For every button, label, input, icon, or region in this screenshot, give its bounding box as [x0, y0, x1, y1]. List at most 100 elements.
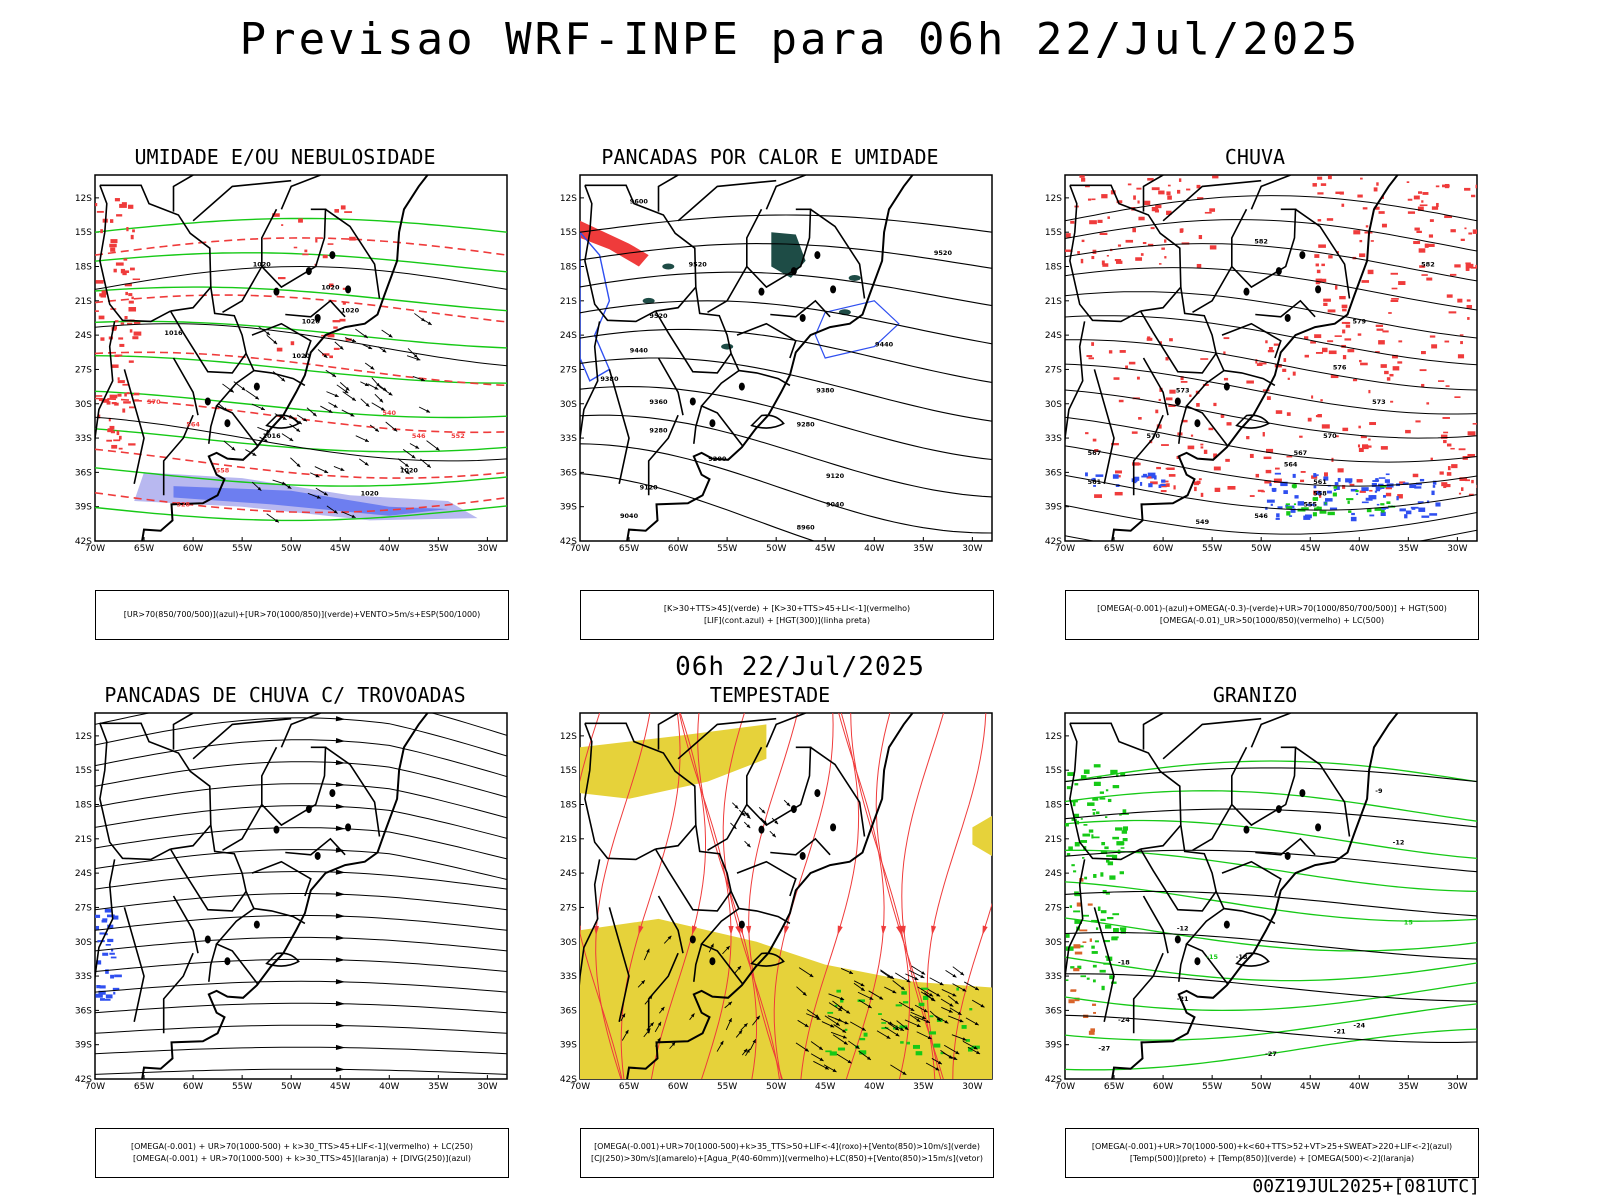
red-patch [1342, 427, 1349, 432]
red-patch [1204, 211, 1212, 214]
omega-blue-patch [1093, 484, 1096, 487]
red-patch [124, 392, 127, 397]
wind-vector-head [241, 386, 246, 391]
omega-blue-patch [1337, 477, 1341, 482]
red-patch [1080, 258, 1084, 264]
red-patch [125, 291, 128, 296]
omega-orange-patch [1090, 1028, 1095, 1032]
red-patch [1439, 471, 1444, 475]
temp850-patch [1084, 876, 1088, 880]
x-tick-label: 65W [134, 1082, 154, 1092]
red-patch [1378, 211, 1385, 214]
red-patch [1106, 254, 1109, 257]
red-patch [1161, 247, 1165, 250]
red-patch [1132, 227, 1136, 233]
red-patch [1286, 412, 1291, 416]
temp850-patch [1120, 847, 1125, 849]
political-border [657, 357, 684, 416]
x-tick-label: 65W [619, 1082, 639, 1092]
political-border [746, 208, 812, 289]
political-border [251, 860, 312, 897]
omega-green-patch [1319, 510, 1327, 514]
omega-blue-patch [1274, 472, 1281, 475]
lake-marker [314, 313, 321, 322]
political-border [325, 208, 381, 299]
temp850-patch [1083, 824, 1088, 826]
omega-blue-patch [1432, 485, 1436, 488]
wind850-patch [900, 1041, 904, 1044]
temp500-contour [1065, 932, 1477, 960]
x-tick-label: 60W [1153, 544, 1173, 554]
temp850-patch [1111, 936, 1119, 939]
temp850-patch [1067, 772, 1075, 776]
wind-vector-head [936, 993, 941, 997]
contour-label: 1020 [361, 489, 380, 497]
red-patch [1108, 350, 1113, 354]
contour-label: 558 [1313, 489, 1327, 497]
temp500-contour [1065, 890, 1477, 917]
red-patch [117, 377, 120, 380]
omega-blue-patch [1112, 474, 1119, 479]
red-patch [1266, 396, 1271, 400]
wind-vector-head [952, 993, 957, 997]
wind-vector-head [959, 1019, 964, 1023]
red-patch [96, 210, 104, 213]
red-patch [1327, 340, 1334, 343]
omega-green-patch [1366, 508, 1372, 513]
divg-blue-patch [98, 990, 106, 995]
x-tick-label: 35W [428, 1082, 448, 1092]
thickness-contour [95, 351, 507, 387]
wind-vector-head [904, 1026, 909, 1030]
omega-blue-patch [1361, 501, 1369, 504]
political-border [1221, 322, 1282, 359]
red-patch [118, 435, 122, 440]
y-tick-label: 12S [75, 194, 92, 204]
temp850-patch [1092, 797, 1099, 801]
red-patch [1147, 177, 1154, 181]
temp850-patch [1073, 813, 1080, 818]
streamline-arrow [335, 716, 346, 722]
omega-blue-patch [1161, 479, 1166, 483]
omega-blue-patch [1140, 481, 1143, 486]
red-patch [1282, 368, 1287, 372]
red-patch [1099, 232, 1108, 236]
lake-marker [1174, 397, 1181, 406]
streamline [1065, 363, 1477, 415]
omega-blue-patch [1429, 513, 1438, 516]
red-patch [1212, 175, 1219, 179]
wind850-patch [836, 989, 841, 993]
wind-vector-head [895, 1032, 900, 1037]
red-patch [327, 243, 334, 245]
red-patch [343, 302, 346, 305]
temp850-patch [1082, 914, 1089, 917]
thickness-contour [95, 397, 507, 434]
y-tick-label: 18S [75, 263, 92, 273]
temp850-patch [1100, 910, 1107, 914]
omega-blue-patch [1271, 487, 1277, 492]
wind-vector-head [974, 986, 979, 991]
red-patch [1441, 482, 1448, 487]
x-tick-label: 35W [1398, 544, 1418, 554]
red-patch [100, 337, 105, 341]
lake-marker [1284, 851, 1291, 860]
red-patch [1077, 251, 1080, 254]
divg-blue-patch [107, 924, 114, 929]
omega-green-patch [1380, 509, 1385, 513]
red-patch [1101, 194, 1108, 199]
red-patch [1146, 476, 1153, 479]
x-tick-label: 50W [766, 544, 786, 554]
red-patch [1373, 187, 1378, 192]
red-patch [1150, 481, 1158, 485]
wind-vector-head [949, 1003, 954, 1007]
red-patch [1220, 414, 1224, 418]
red-patch [1388, 312, 1392, 314]
omega-orange-patch [1068, 999, 1075, 1004]
red-patch [114, 198, 120, 202]
political-border [1093, 369, 1115, 484]
wind-vector-head [888, 1021, 893, 1025]
omega-blue-patch [1405, 510, 1412, 515]
coastline [626, 175, 914, 541]
omega-blue-patch [1351, 512, 1355, 516]
red-patch [1173, 485, 1176, 490]
